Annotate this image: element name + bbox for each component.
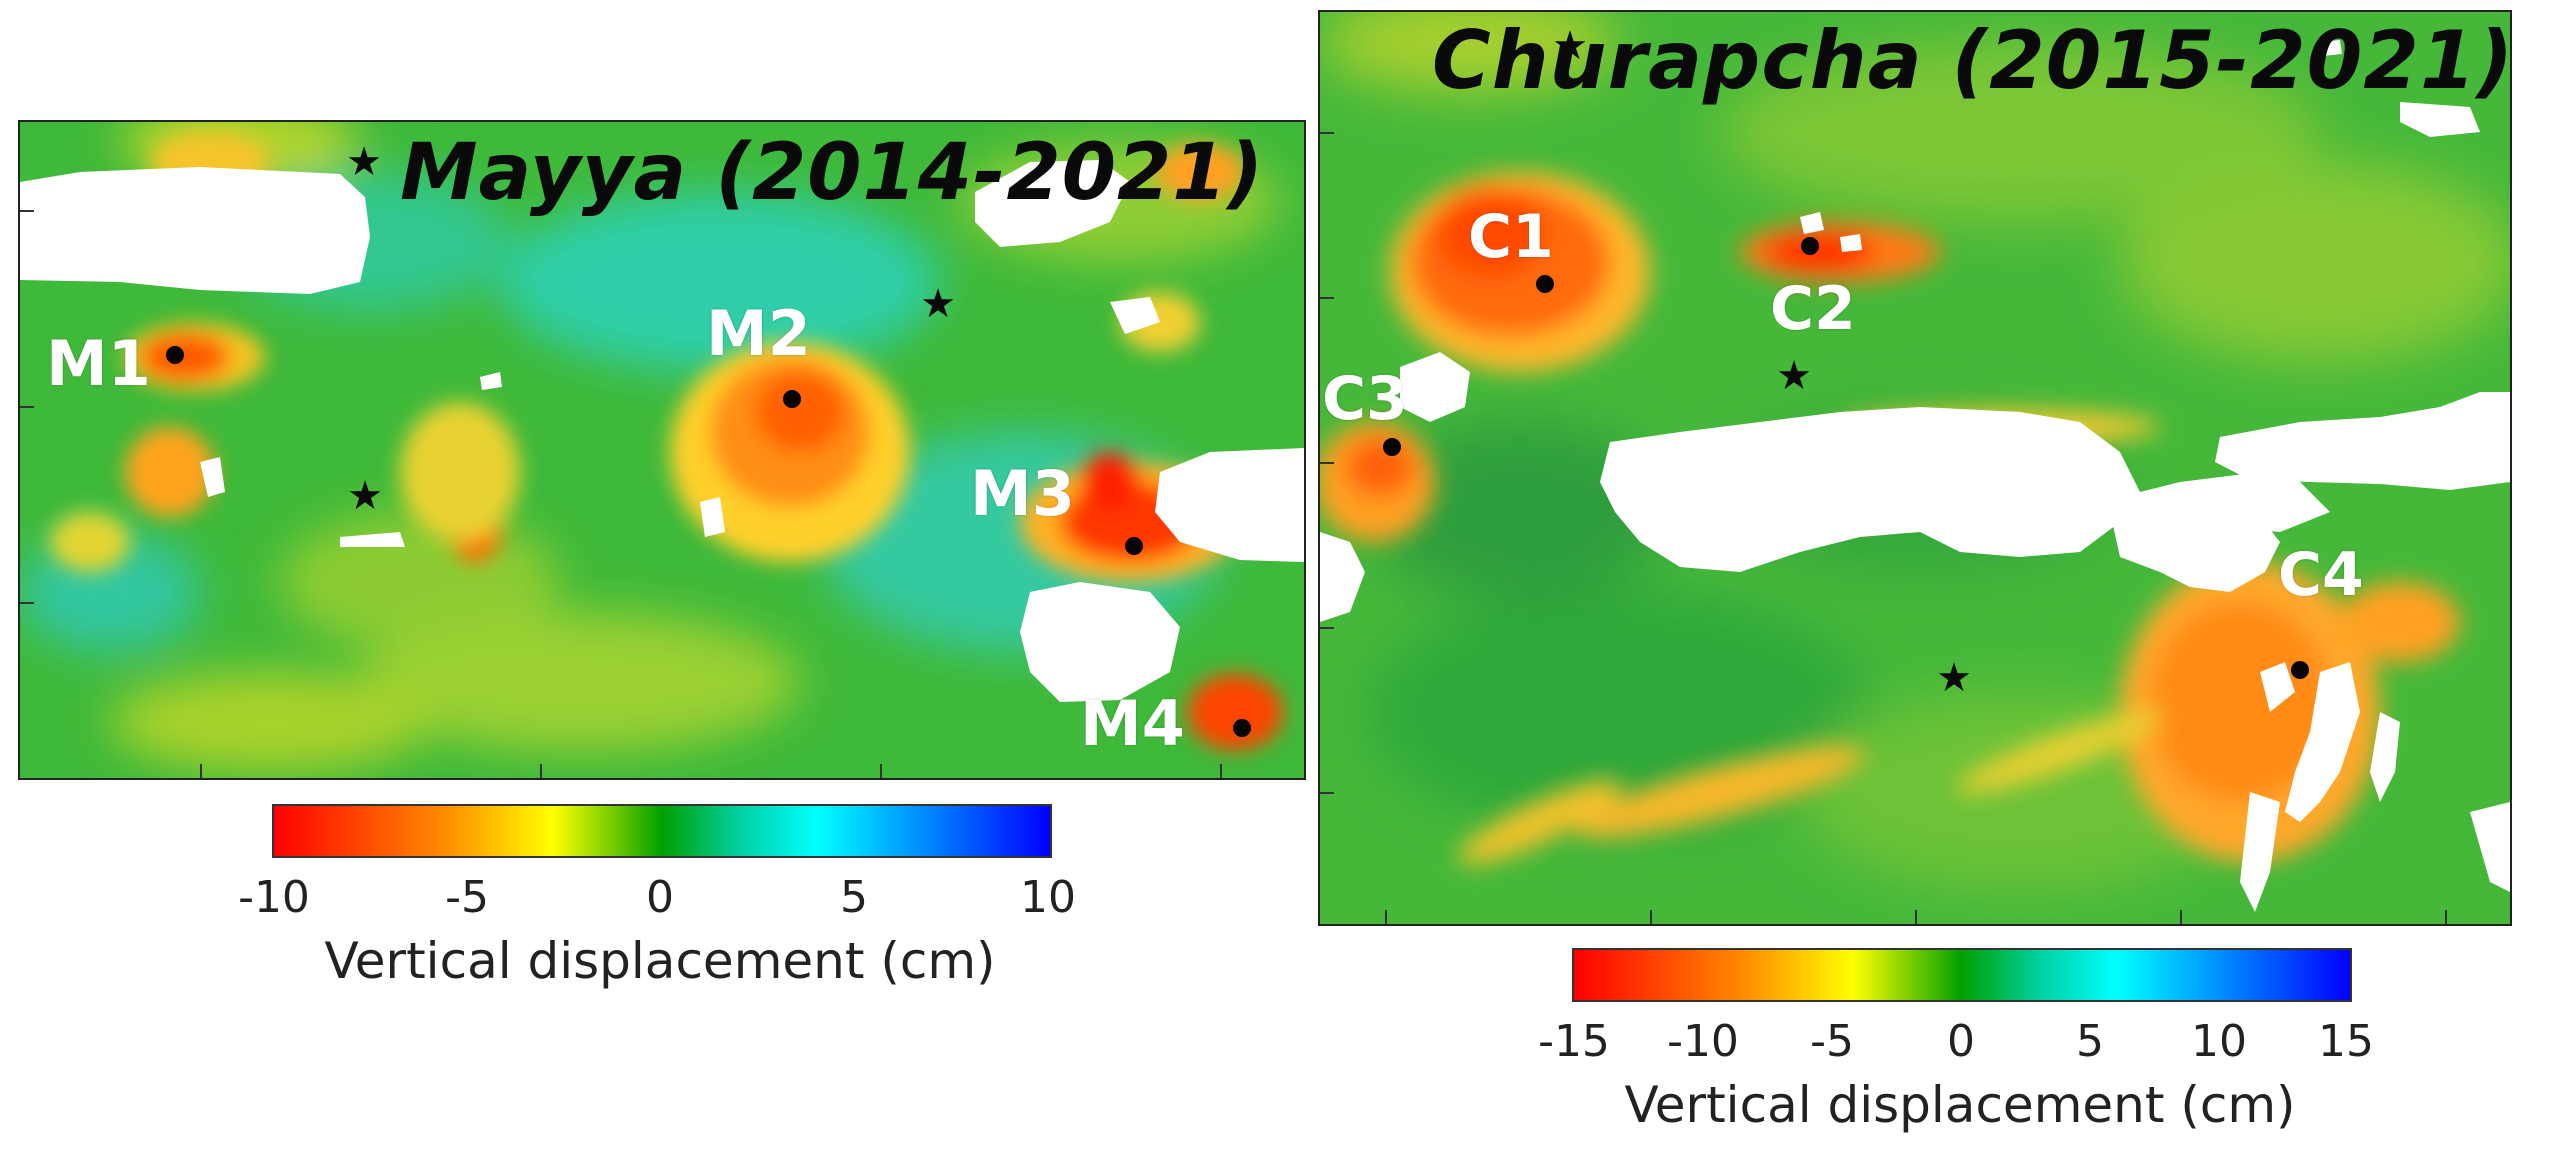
mayya-nodata-region: [20, 167, 370, 294]
churapcha-nodata-region: [2370, 712, 2400, 802]
mayya-nodata-region: [700, 497, 725, 537]
mayya-axis-tick: [20, 406, 34, 408]
churapcha-axis-tick: [1320, 792, 1334, 794]
churapcha-star-marker: ★: [1776, 353, 1812, 399]
mayya-site-marker-m1: [166, 346, 184, 364]
churapcha-colorbar-tick: 5: [2076, 1016, 2104, 1067]
mayya-site-marker-m3: [1125, 537, 1143, 555]
mayya-axis-tick: [20, 602, 34, 604]
churapcha-nodata-region: [2470, 802, 2510, 892]
churapcha-nodata-region: [2260, 662, 2295, 712]
churapcha-nodata-region: [1600, 407, 2330, 572]
mayya-axis-tick: [20, 210, 34, 212]
churapcha-star-marker: ★: [1936, 655, 1972, 701]
churapcha-nodata-region: [2285, 662, 2360, 822]
mayya-site-label-m2: M2: [706, 297, 811, 370]
mayya-colorbar-tick: 10: [1020, 872, 1076, 923]
churapcha-nodata-region: [2240, 792, 2280, 912]
churapcha-colorbar-tick: -10: [1667, 1016, 1739, 1067]
churapcha-axis-tick: [1320, 627, 1334, 629]
churapcha-nodata-region: [1400, 352, 1470, 422]
mayya-nodata-region: [975, 160, 1130, 247]
mayya-site-label-m4: M4: [1080, 687, 1185, 760]
churapcha-title: Churapcha (2015-2021): [1432, 14, 2512, 107]
churapcha-colorbar-tick: -15: [1538, 1016, 1610, 1067]
churapcha-displacement-map: [1320, 12, 2510, 924]
mayya-colorbar-tick: -10: [238, 872, 310, 923]
churapcha-axis-tick: [1320, 132, 1334, 134]
mayya-site-marker-m4: [1233, 719, 1251, 737]
churapcha-axis-tick: [1915, 910, 1917, 924]
mayya-site-marker-m2: [783, 390, 801, 408]
mayya-nodata-region: [1110, 297, 1160, 334]
mayya-axis-tick: [880, 764, 882, 778]
churapcha-nodata-region: [1800, 212, 1824, 234]
churapcha-site-marker-c1: [1536, 275, 1554, 293]
churapcha-star-marker: ★: [1552, 23, 1588, 69]
churapcha-nodata-region: [1840, 234, 1862, 252]
mayya-nodata-region: [340, 532, 405, 547]
mayya-star-marker: ★: [347, 473, 383, 519]
churapcha-site-marker-c3: [1383, 438, 1401, 456]
churapcha-axis-tick: [1650, 910, 1652, 924]
mayya-title: Mayya (2014-2021): [400, 128, 1265, 218]
mayya-nodata-region: [1020, 582, 1180, 702]
mayya-nodata-region: [480, 372, 502, 390]
churapcha-axis-tick: [2180, 910, 2182, 924]
churapcha-nodata-region: [2320, 40, 2342, 56]
mayya-axis-tick: [1220, 764, 1222, 778]
mayya-nodata-region: [200, 457, 225, 497]
mayya-colorbar-label: Vertical displacement (cm): [324, 932, 996, 990]
churapcha-site-marker-c4: [2291, 661, 2309, 679]
mayya-colorbar-tick: -5: [445, 872, 489, 923]
churapcha-map-panel: Churapcha (2015-2021) ★ ★ ★ C1 C2 C3 C4: [1318, 10, 2512, 926]
churapcha-colorbar-label: Vertical displacement (cm): [1624, 1076, 2296, 1134]
churapcha-axis-tick: [1385, 910, 1387, 924]
churapcha-site-label-c3: C3: [1322, 364, 1408, 434]
churapcha-nodata-region: [2215, 392, 2510, 490]
churapcha-colorbar: [1572, 948, 2352, 1002]
mayya-star-marker: ★: [920, 281, 956, 327]
churapcha-colorbar-tick: 15: [2318, 1016, 2374, 1067]
churapcha-site-label-c1: C1: [1468, 202, 1554, 272]
mayya-nodata-region: [1155, 448, 1304, 562]
mayya-map-panel: Mayya (2014-2021) ★ ★ ★ M1 M2 M3 M4: [18, 120, 1306, 780]
mayya-site-label-m3: M3: [970, 457, 1075, 530]
churapcha-axis-tick: [1320, 462, 1334, 464]
churapcha-site-label-c2: C2: [1770, 274, 1856, 344]
mayya-colorbar-tick: 0: [646, 872, 674, 923]
churapcha-nodata-region: [2400, 102, 2480, 137]
churapcha-site-marker-c2: [1801, 237, 1819, 255]
mayya-axis-tick: [540, 764, 542, 778]
mayya-colorbar-tick: 5: [840, 872, 868, 923]
churapcha-axis-tick: [2445, 910, 2447, 924]
churapcha-colorbar-tick: 0: [1947, 1016, 1975, 1067]
churapcha-axis-tick: [1320, 297, 1334, 299]
churapcha-nodata-region: [1320, 532, 1365, 622]
mayya-site-label-m1: M1: [46, 327, 151, 400]
mayya-axis-tick: [200, 764, 202, 778]
churapcha-nodata-region: [2110, 512, 2280, 592]
mayya-colorbar: [272, 804, 1052, 858]
mayya-displacement-map: [20, 122, 1304, 778]
churapcha-site-label-c4: C4: [2278, 540, 2364, 610]
churapcha-colorbar-tick: -5: [1810, 1016, 1854, 1067]
churapcha-colorbar-tick: 10: [2191, 1016, 2247, 1067]
mayya-star-marker: ★: [346, 139, 382, 185]
